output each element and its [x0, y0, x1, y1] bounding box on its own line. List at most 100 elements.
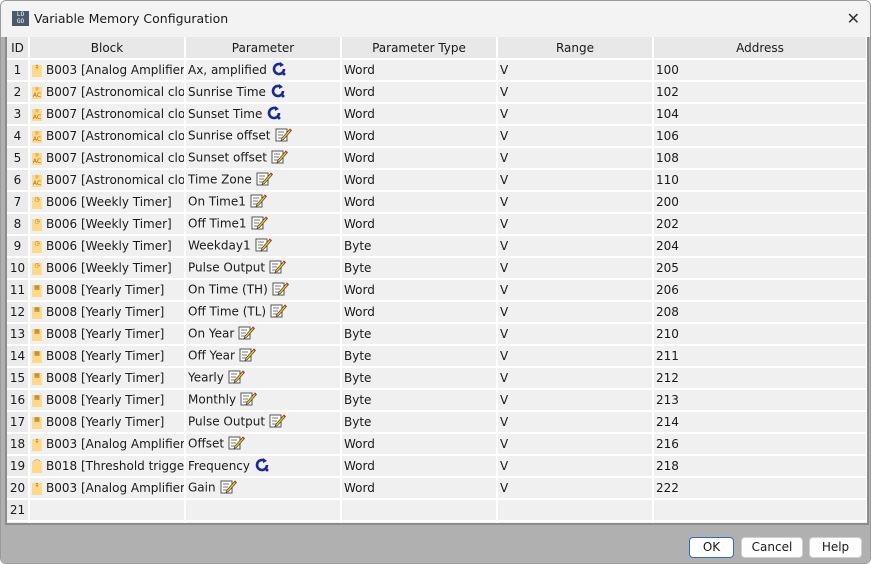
cell-range[interactable]: V [497, 433, 654, 456]
cell-range[interactable]: V [497, 257, 654, 280]
table-row[interactable]: 12 ▦ B008 [Yearly Timer] Off Time (TL) Wo… [7, 301, 867, 324]
cell-address[interactable] [653, 499, 867, 522]
cell-address[interactable]: 208 [653, 301, 867, 324]
cell-range[interactable]: V [497, 345, 654, 368]
cell-address[interactable]: 108 [653, 147, 867, 170]
cell-range[interactable]: V [497, 389, 654, 412]
edit-icon[interactable] [250, 193, 267, 211]
cell-range[interactable]: V [497, 323, 654, 346]
table-row[interactable]: 21 [7, 499, 867, 522]
table-row[interactable]: 19 ⌒ B018 [Threshold trigger] Frequency W… [7, 455, 867, 478]
cell-address[interactable]: 202 [653, 213, 867, 236]
table-row[interactable]: 16 ▦ B008 [Yearly Timer] Monthly Byte V 2… [7, 389, 867, 412]
cell-range[interactable]: V [497, 59, 654, 82]
cell-parameter-type[interactable] [341, 499, 498, 522]
cell-parameter-type[interactable]: Word [341, 81, 498, 104]
table-row[interactable]: 8 ◷ B006 [Weekly Timer] Off Time1 Word V … [7, 213, 867, 236]
cell-parameter-type[interactable]: Word [341, 433, 498, 456]
refresh-icon[interactable] [254, 457, 270, 475]
close-icon[interactable]: ✕ [846, 9, 860, 28]
table-row[interactable]: 20 ‡ B003 [Analog Amplifier] Gain Word V … [7, 477, 867, 500]
edit-icon[interactable] [256, 171, 273, 189]
edit-icon[interactable] [228, 369, 245, 387]
edit-icon[interactable] [272, 281, 289, 299]
cell-range[interactable]: V [497, 191, 654, 214]
edit-icon[interactable] [238, 325, 256, 343]
cell-parameter-type[interactable]: Word [341, 125, 498, 148]
cell-address[interactable]: 100 [653, 59, 867, 82]
cell-address[interactable]: 222 [653, 477, 867, 500]
cell-parameter-type[interactable]: Word [341, 279, 498, 302]
edit-icon[interactable] [269, 413, 287, 431]
cell-range[interactable]: V [497, 367, 654, 390]
table-row[interactable]: 14 ▦ B008 [Yearly Timer] Off Year Byte V … [7, 345, 867, 368]
table-row[interactable]: 9 ◷ B006 [Weekly Timer] Weekday1 Byte V 2… [7, 235, 867, 258]
column-header-address[interactable]: Address [653, 37, 867, 60]
table-row[interactable]: 5 ☼AC B007 [Astronomical clock] Sunset of… [7, 147, 867, 170]
table-row[interactable]: 4 ☼AC B007 [Astronomical clock] Sunrise o… [7, 125, 867, 148]
table-row[interactable]: 1 ‡ B003 [Analog Amplifier] Ax, amplified… [7, 59, 867, 82]
cell-range[interactable] [497, 499, 654, 522]
cell-range[interactable]: V [497, 81, 654, 104]
table-row[interactable]: 6 ☼AC B007 [Astronomical clock] Time Zone… [7, 169, 867, 192]
cell-range[interactable]: V [497, 169, 654, 192]
ok-button[interactable]: OK [689, 537, 734, 558]
cell-parameter-type[interactable]: Word [341, 147, 498, 170]
cell-range[interactable]: V [497, 411, 654, 434]
cell-range[interactable]: V [497, 279, 654, 302]
column-header-parameter-type[interactable]: Parameter Type [341, 37, 498, 60]
edit-icon[interactable] [220, 479, 237, 497]
edit-icon[interactable] [271, 149, 288, 167]
cell-address[interactable]: 106 [653, 125, 867, 148]
cell-address[interactable]: 204 [653, 235, 867, 258]
cell-range[interactable]: V [497, 213, 654, 236]
cell-parameter-type[interactable]: Word [341, 191, 498, 214]
table-row[interactable]: 11 ▦ B008 [Yearly Timer] On Time (TH) Wor… [7, 279, 867, 302]
table-row[interactable]: 17 ▦ B008 [Yearly Timer] Pulse Output Byt… [7, 411, 867, 434]
cell-range[interactable]: V [497, 147, 654, 170]
edit-icon[interactable] [239, 347, 256, 365]
edit-icon[interactable] [275, 127, 292, 145]
cell-address[interactable]: 211 [653, 345, 867, 368]
cell-parameter-type[interactable]: Byte [341, 323, 498, 346]
cell-parameter-type[interactable]: Word [341, 455, 498, 478]
help-button[interactable]: Help [809, 537, 862, 558]
refresh-icon[interactable] [271, 61, 287, 79]
edit-icon[interactable] [269, 259, 287, 277]
cell-parameter-type[interactable]: Byte [341, 367, 498, 390]
table-row[interactable]: 15 ▦ B008 [Yearly Timer] Yearly Byte V 21… [7, 367, 867, 390]
cell-address[interactable]: 218 [653, 455, 867, 478]
cell-parameter-type[interactable]: Byte [341, 411, 498, 434]
cell-parameter-type[interactable]: Word [341, 169, 498, 192]
cancel-button[interactable]: Cancel [741, 537, 803, 558]
cell-parameter-type[interactable]: Word [341, 213, 498, 236]
table-row[interactable]: 3 ☼AC B007 [Astronomical clock] Sunset Ti… [7, 103, 867, 126]
cell-parameter-type[interactable]: Byte [341, 389, 498, 412]
cell-address[interactable]: 104 [653, 103, 867, 126]
refresh-icon[interactable] [270, 83, 286, 101]
table-row[interactable]: 13 ▦ B008 [Yearly Timer] On Year Byte V 2… [7, 323, 867, 346]
cell-address[interactable]: 206 [653, 279, 867, 302]
edit-icon[interactable] [251, 215, 268, 233]
cell-address[interactable]: 216 [653, 433, 867, 456]
cell-address[interactable]: 214 [653, 411, 867, 434]
table-row[interactable]: 10 ◷ B006 [Weekly Timer] Pulse Output Byt… [7, 257, 867, 280]
cell-parameter-type[interactable]: Word [341, 103, 498, 126]
cell-range[interactable]: V [497, 301, 654, 324]
table-row[interactable]: 18 ‡ B003 [Analog Amplifier] Offset Word … [7, 433, 867, 456]
cell-parameter-type[interactable]: Byte [341, 235, 498, 258]
column-header-range[interactable]: Range [497, 37, 654, 60]
column-header-block[interactable]: Block [29, 37, 186, 60]
cell-parameter-type[interactable]: Word [341, 59, 498, 82]
cell-parameter-type[interactable]: Byte [341, 345, 498, 368]
cell-address[interactable]: 205 [653, 257, 867, 280]
column-header-id[interactable]: ID [7, 37, 30, 60]
cell-address[interactable]: 210 [653, 323, 867, 346]
cell-parameter-type[interactable]: Byte [341, 257, 498, 280]
column-header-parameter[interactable]: Parameter [185, 37, 342, 60]
cell-address[interactable]: 212 [653, 367, 867, 390]
cell-range[interactable]: V [497, 103, 654, 126]
table-row[interactable]: 2 ☼AC B007 [Astronomical clock] Sunrise T… [7, 81, 867, 104]
cell-range[interactable]: V [497, 477, 654, 500]
table-row[interactable]: 7 ◷ B006 [Weekly Timer] On Time1 Word V 2… [7, 191, 867, 214]
